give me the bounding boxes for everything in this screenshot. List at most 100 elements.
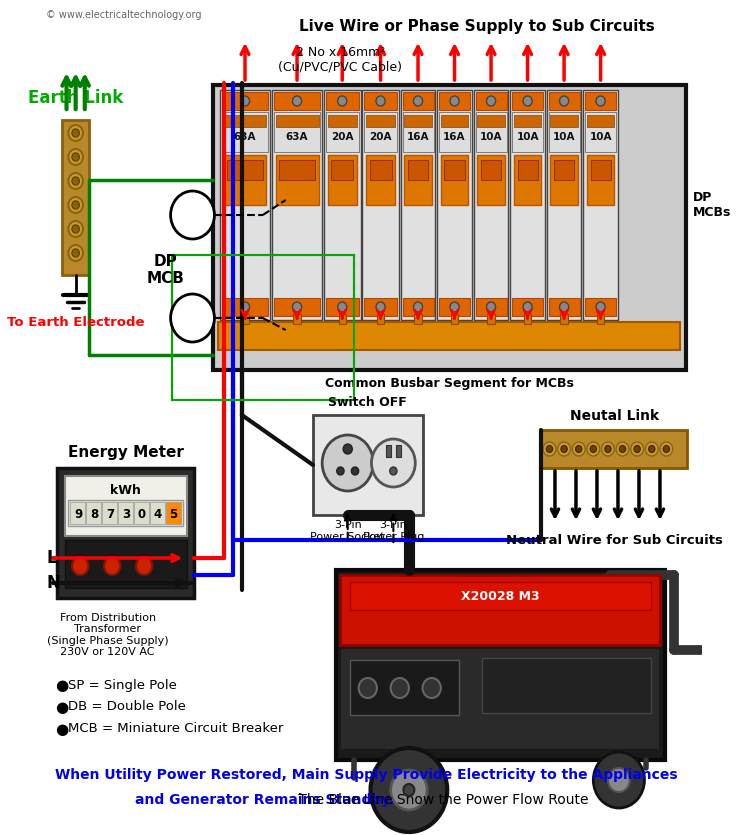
Bar <box>583 90 618 320</box>
Bar <box>328 115 357 127</box>
Circle shape <box>573 442 585 456</box>
Text: Switch OFF: Switch OFF <box>328 397 407 409</box>
Circle shape <box>486 96 495 106</box>
Circle shape <box>523 96 532 106</box>
Text: When Utility Power Restored, Main Supply Provide Electricity to the Appliances: When Utility Power Restored, Main Supply… <box>54 768 677 782</box>
Bar <box>57 468 194 598</box>
Bar <box>294 314 301 324</box>
Bar <box>369 160 392 180</box>
Circle shape <box>523 302 532 312</box>
Bar <box>587 115 615 127</box>
Text: ●: ● <box>55 700 68 715</box>
Circle shape <box>343 444 353 454</box>
Bar <box>439 298 470 316</box>
Bar <box>441 115 468 127</box>
Text: To Earth Electrode: To Earth Electrode <box>7 316 144 330</box>
Circle shape <box>376 302 385 312</box>
Bar <box>364 298 397 316</box>
Bar <box>403 298 434 316</box>
Circle shape <box>358 678 377 698</box>
Text: © www.electricaltechnology.org: © www.electricaltechnology.org <box>46 10 202 20</box>
Text: 20A: 20A <box>331 132 353 142</box>
Text: Neutral Wire for Sub Circuits: Neutral Wire for Sub Circuits <box>506 534 723 546</box>
Bar <box>326 298 358 316</box>
Text: DP
MCB: DP MCB <box>146 254 184 286</box>
Bar <box>326 112 358 152</box>
Circle shape <box>72 129 79 137</box>
Circle shape <box>171 294 214 342</box>
Bar <box>404 115 432 127</box>
Circle shape <box>72 153 79 161</box>
Text: 3: 3 <box>121 508 130 520</box>
Bar <box>541 430 687 468</box>
Text: 0: 0 <box>138 508 146 520</box>
Bar <box>134 502 149 524</box>
Bar <box>241 314 249 324</box>
Circle shape <box>559 96 569 106</box>
Bar <box>222 298 269 316</box>
Bar <box>222 92 269 110</box>
Bar <box>166 502 180 524</box>
Text: Switch
OFF: Switch OFF <box>171 205 213 225</box>
Circle shape <box>596 302 605 312</box>
Bar <box>478 115 505 127</box>
Bar <box>350 660 459 715</box>
Bar <box>400 90 436 320</box>
Bar <box>65 476 187 536</box>
Bar <box>213 85 685 370</box>
Circle shape <box>601 442 615 456</box>
Bar <box>475 298 506 316</box>
Text: ●: ● <box>55 677 68 692</box>
Bar <box>554 160 574 180</box>
Bar <box>274 298 320 316</box>
Circle shape <box>608 768 630 792</box>
Bar <box>331 160 353 180</box>
Text: Switch
ON: Switch ON <box>171 307 213 329</box>
Bar <box>396 445 400 457</box>
Circle shape <box>338 302 347 312</box>
Bar <box>274 112 320 152</box>
Circle shape <box>68 173 83 189</box>
Circle shape <box>241 302 250 312</box>
Circle shape <box>171 191 214 239</box>
Circle shape <box>72 225 79 233</box>
Bar <box>475 92 506 110</box>
Circle shape <box>403 784 414 796</box>
Bar <box>275 155 319 205</box>
Circle shape <box>337 467 344 475</box>
Circle shape <box>72 201 79 209</box>
Text: 4: 4 <box>154 508 162 520</box>
Bar <box>445 160 464 180</box>
Bar <box>171 255 354 400</box>
Circle shape <box>72 177 79 185</box>
Bar <box>364 92 397 110</box>
Bar <box>487 314 495 324</box>
Circle shape <box>241 96 250 106</box>
Bar <box>336 570 665 760</box>
Circle shape <box>631 442 643 456</box>
Bar <box>70 502 85 524</box>
Bar <box>512 298 543 316</box>
Text: 8: 8 <box>90 508 98 520</box>
Bar <box>414 314 422 324</box>
Text: Energy Meter: Energy Meter <box>68 444 184 459</box>
Bar <box>220 90 270 320</box>
Text: Common Busbar Segment for MCBs: Common Busbar Segment for MCBs <box>325 377 573 391</box>
Circle shape <box>561 446 567 453</box>
Bar <box>585 92 616 110</box>
Circle shape <box>634 446 640 453</box>
Circle shape <box>616 442 629 456</box>
Circle shape <box>68 149 83 165</box>
Circle shape <box>546 446 553 453</box>
Circle shape <box>596 96 605 106</box>
Circle shape <box>68 221 83 237</box>
Circle shape <box>68 197 83 213</box>
Circle shape <box>351 467 358 475</box>
Text: 16A: 16A <box>407 132 429 142</box>
Circle shape <box>292 96 302 106</box>
Text: 2 No x 16mm²
(Cu/PVC/PVC Cable): 2 No x 16mm² (Cu/PVC/PVC Cable) <box>278 46 403 74</box>
Bar <box>403 112 434 152</box>
Bar <box>514 115 541 127</box>
Circle shape <box>376 96 385 106</box>
Bar <box>514 155 541 205</box>
